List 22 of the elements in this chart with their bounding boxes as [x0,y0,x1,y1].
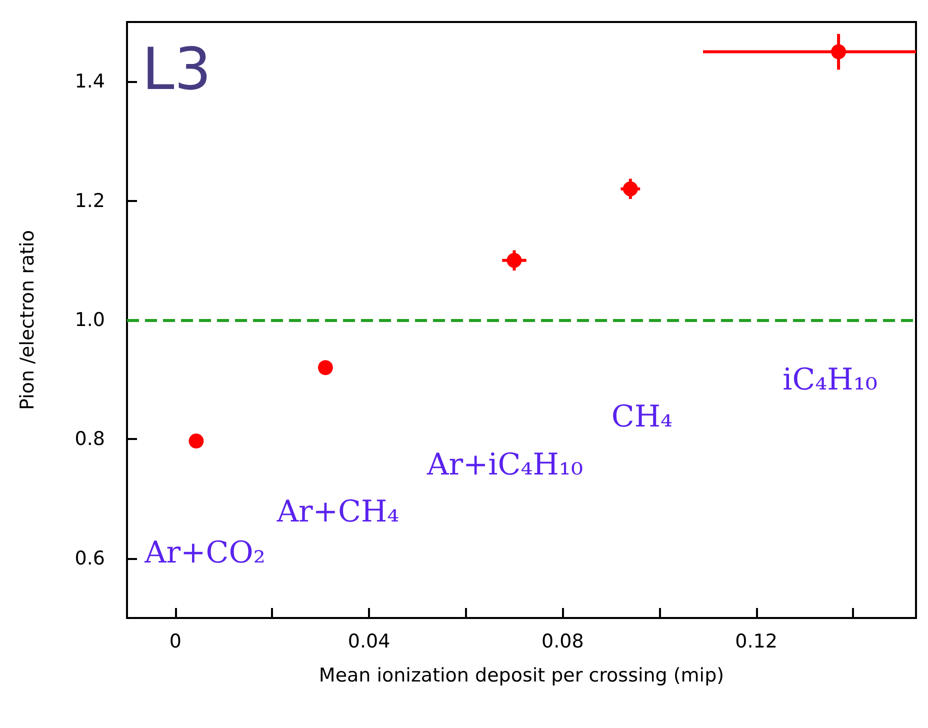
y-tick-label: 0.6 [74,547,105,570]
x-tick-label: 0.04 [348,630,390,652]
y-tick-label: 0.8 [74,428,105,450]
annotation: Ar+CO₂ [144,536,266,570]
y-tick-label: 1.2 [74,190,105,212]
point [188,433,204,448]
point [318,360,333,376]
annotation: CH₄ [611,400,673,434]
y-tick-label: 1.0 [74,309,105,331]
annotation: L3 [142,35,212,103]
x-tick-label: 0.12 [735,630,778,652]
annotation: Ar+CH₄ [276,494,400,530]
x-tick-label: 0.08 [541,630,584,652]
annotation: Ar+iC₄H₁₀ [426,448,583,482]
x-axis-title: Mean ionization deposit per crossing (mip) [318,664,724,686]
annotation: iC₄H₁₀ [782,362,878,398]
point [831,44,846,60]
point [506,252,522,268]
y-tick-label: 1.4 [74,70,105,93]
x-tick-label: 0 [169,630,182,652]
y-axis-title: Pion /electron ratio [16,230,38,410]
point [622,181,638,196]
